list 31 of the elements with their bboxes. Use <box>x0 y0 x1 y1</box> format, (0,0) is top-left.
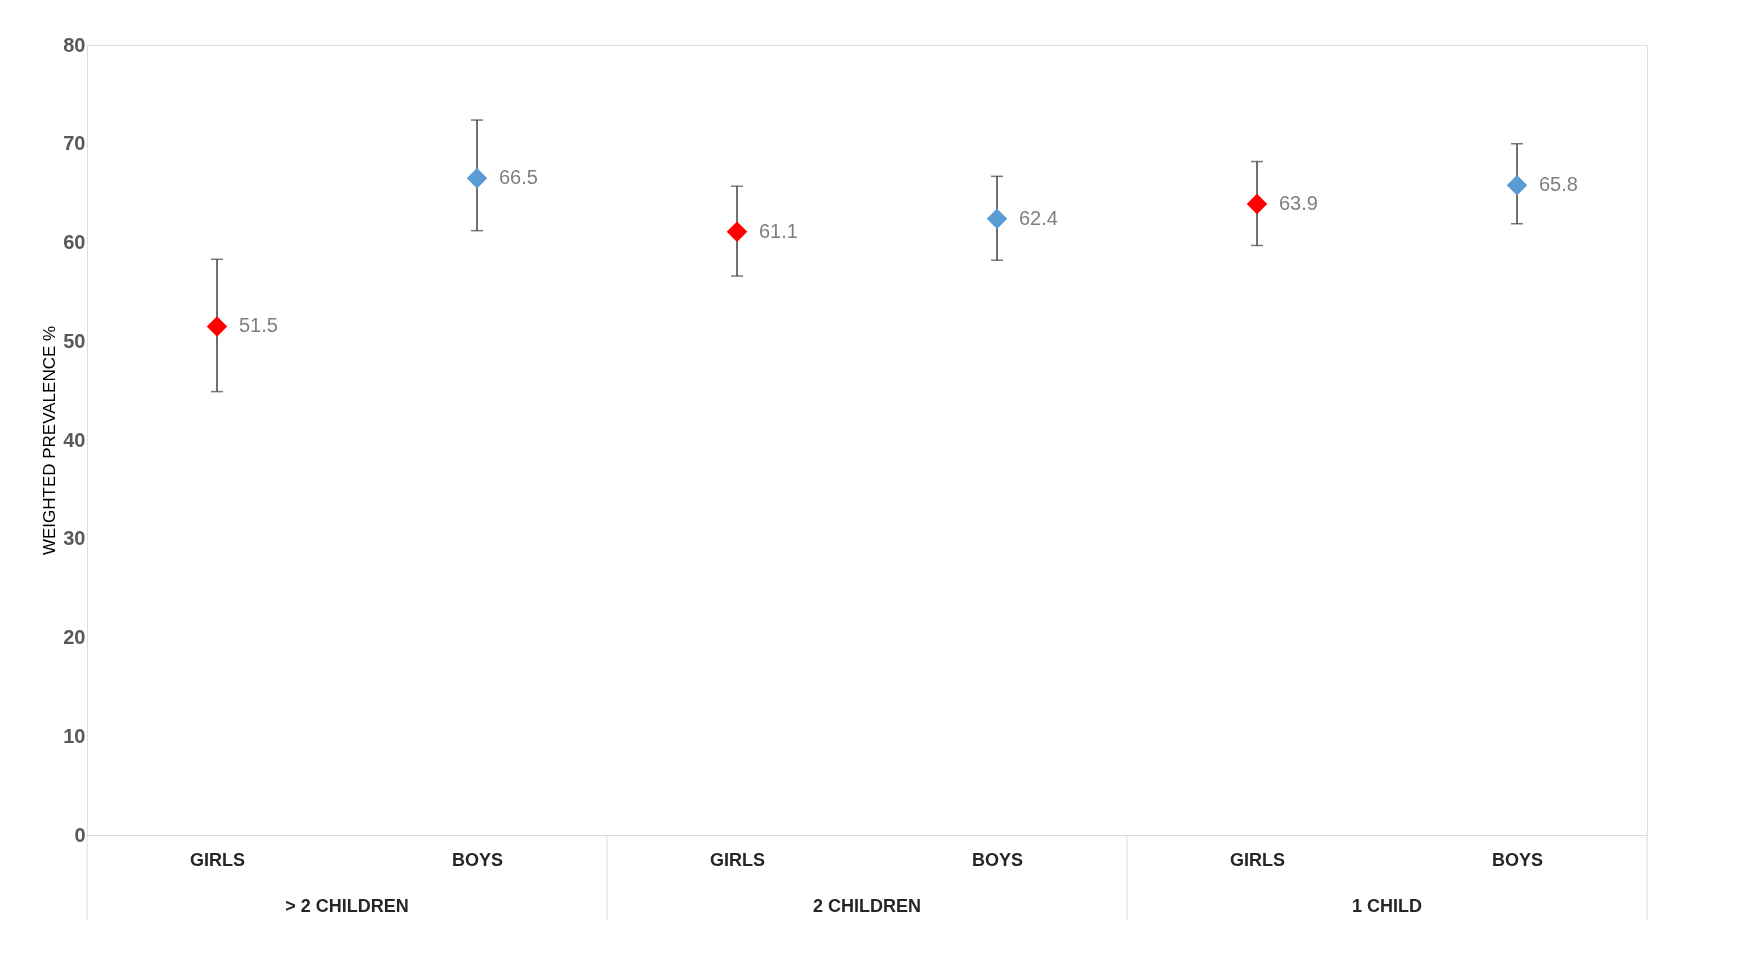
data-label: 61.1 <box>759 219 798 242</box>
point <box>1506 174 1528 196</box>
y-tick-label: 80 <box>63 33 86 56</box>
point <box>1246 193 1268 215</box>
text: > 2 CHILDREN <box>285 896 409 916</box>
text: 2 CHILDREN <box>812 896 922 916</box>
text: 1 CHILD <box>1351 896 1423 916</box>
x-tick-label: GIRLS <box>189 849 246 870</box>
x-tick-label: BOYS <box>1491 849 1544 870</box>
point <box>986 208 1008 230</box>
data-label: 66.5 <box>499 166 538 189</box>
data-label: 51.5 <box>239 314 278 337</box>
data-label: 62.4 <box>1019 206 1058 229</box>
data-label: 63.9 <box>1279 191 1318 214</box>
x-tick-label: GIRLS <box>1229 849 1286 870</box>
y-tick-label: 30 <box>63 527 86 550</box>
y-tick-label: 40 <box>63 428 86 451</box>
y-tick-label: 50 <box>63 329 86 352</box>
y-tick-label: 60 <box>63 231 86 253</box>
y-tick-label: 10 <box>63 724 86 747</box>
x-tick-label: GIRLS <box>709 849 766 870</box>
data-label: 65.8 <box>1539 173 1578 196</box>
point <box>726 221 748 242</box>
x-tick-label: BOYS <box>451 849 504 870</box>
y-tick-label: 70 <box>63 132 86 155</box>
x-tick-label: BOYS <box>971 849 1024 870</box>
y-tick-label: 20 <box>63 626 86 648</box>
y-axis-title: WEIGHTED PREVALENCE % <box>40 325 60 556</box>
y-tick-label: 0 <box>74 823 86 846</box>
point <box>466 168 488 189</box>
point <box>206 316 228 337</box>
